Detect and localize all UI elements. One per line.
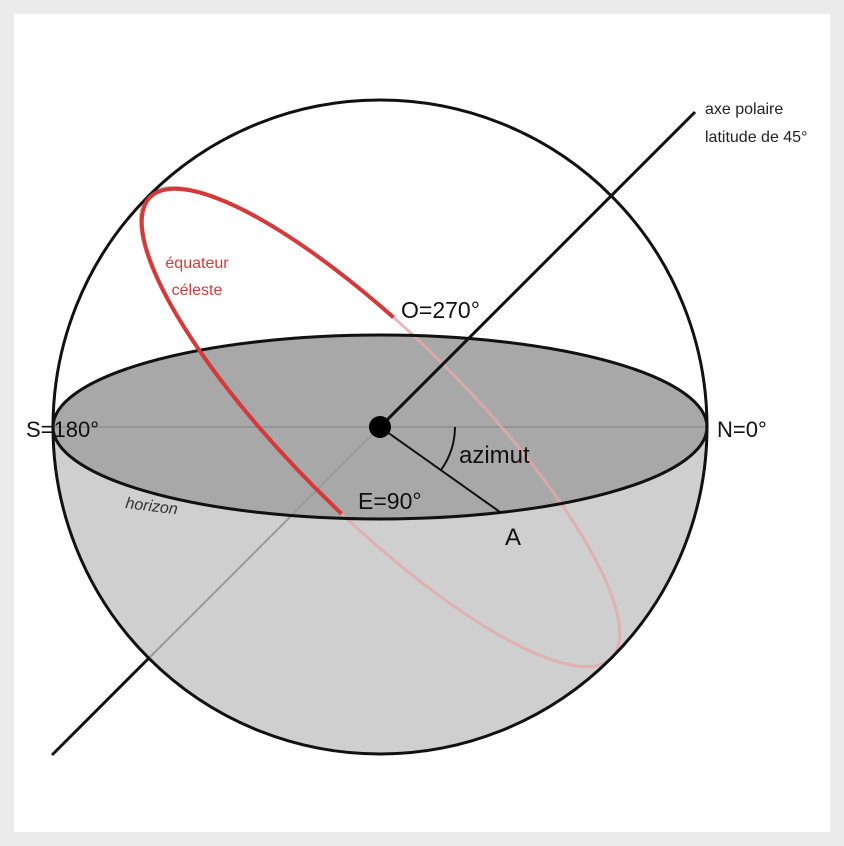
center-point — [369, 416, 391, 438]
page: {"labels": {"axis_line1": "axe polaire",… — [0, 0, 844, 846]
azimuth-label: azimut — [459, 442, 530, 469]
equator-label: céleste — [172, 282, 223, 299]
axis-label: latitude de 45° — [705, 129, 807, 146]
north-label: N=0° — [717, 417, 767, 442]
west-label: O=270° — [401, 297, 480, 323]
diagram: axe polaire latitude de 45° équateur cél… — [0, 0, 844, 846]
south-label: S=180° — [26, 417, 99, 442]
equator-label: équateur — [165, 255, 229, 272]
point-label: A — [505, 524, 521, 551]
east-label: E=90° — [358, 488, 422, 514]
axis-label: axe polaire — [705, 101, 783, 118]
